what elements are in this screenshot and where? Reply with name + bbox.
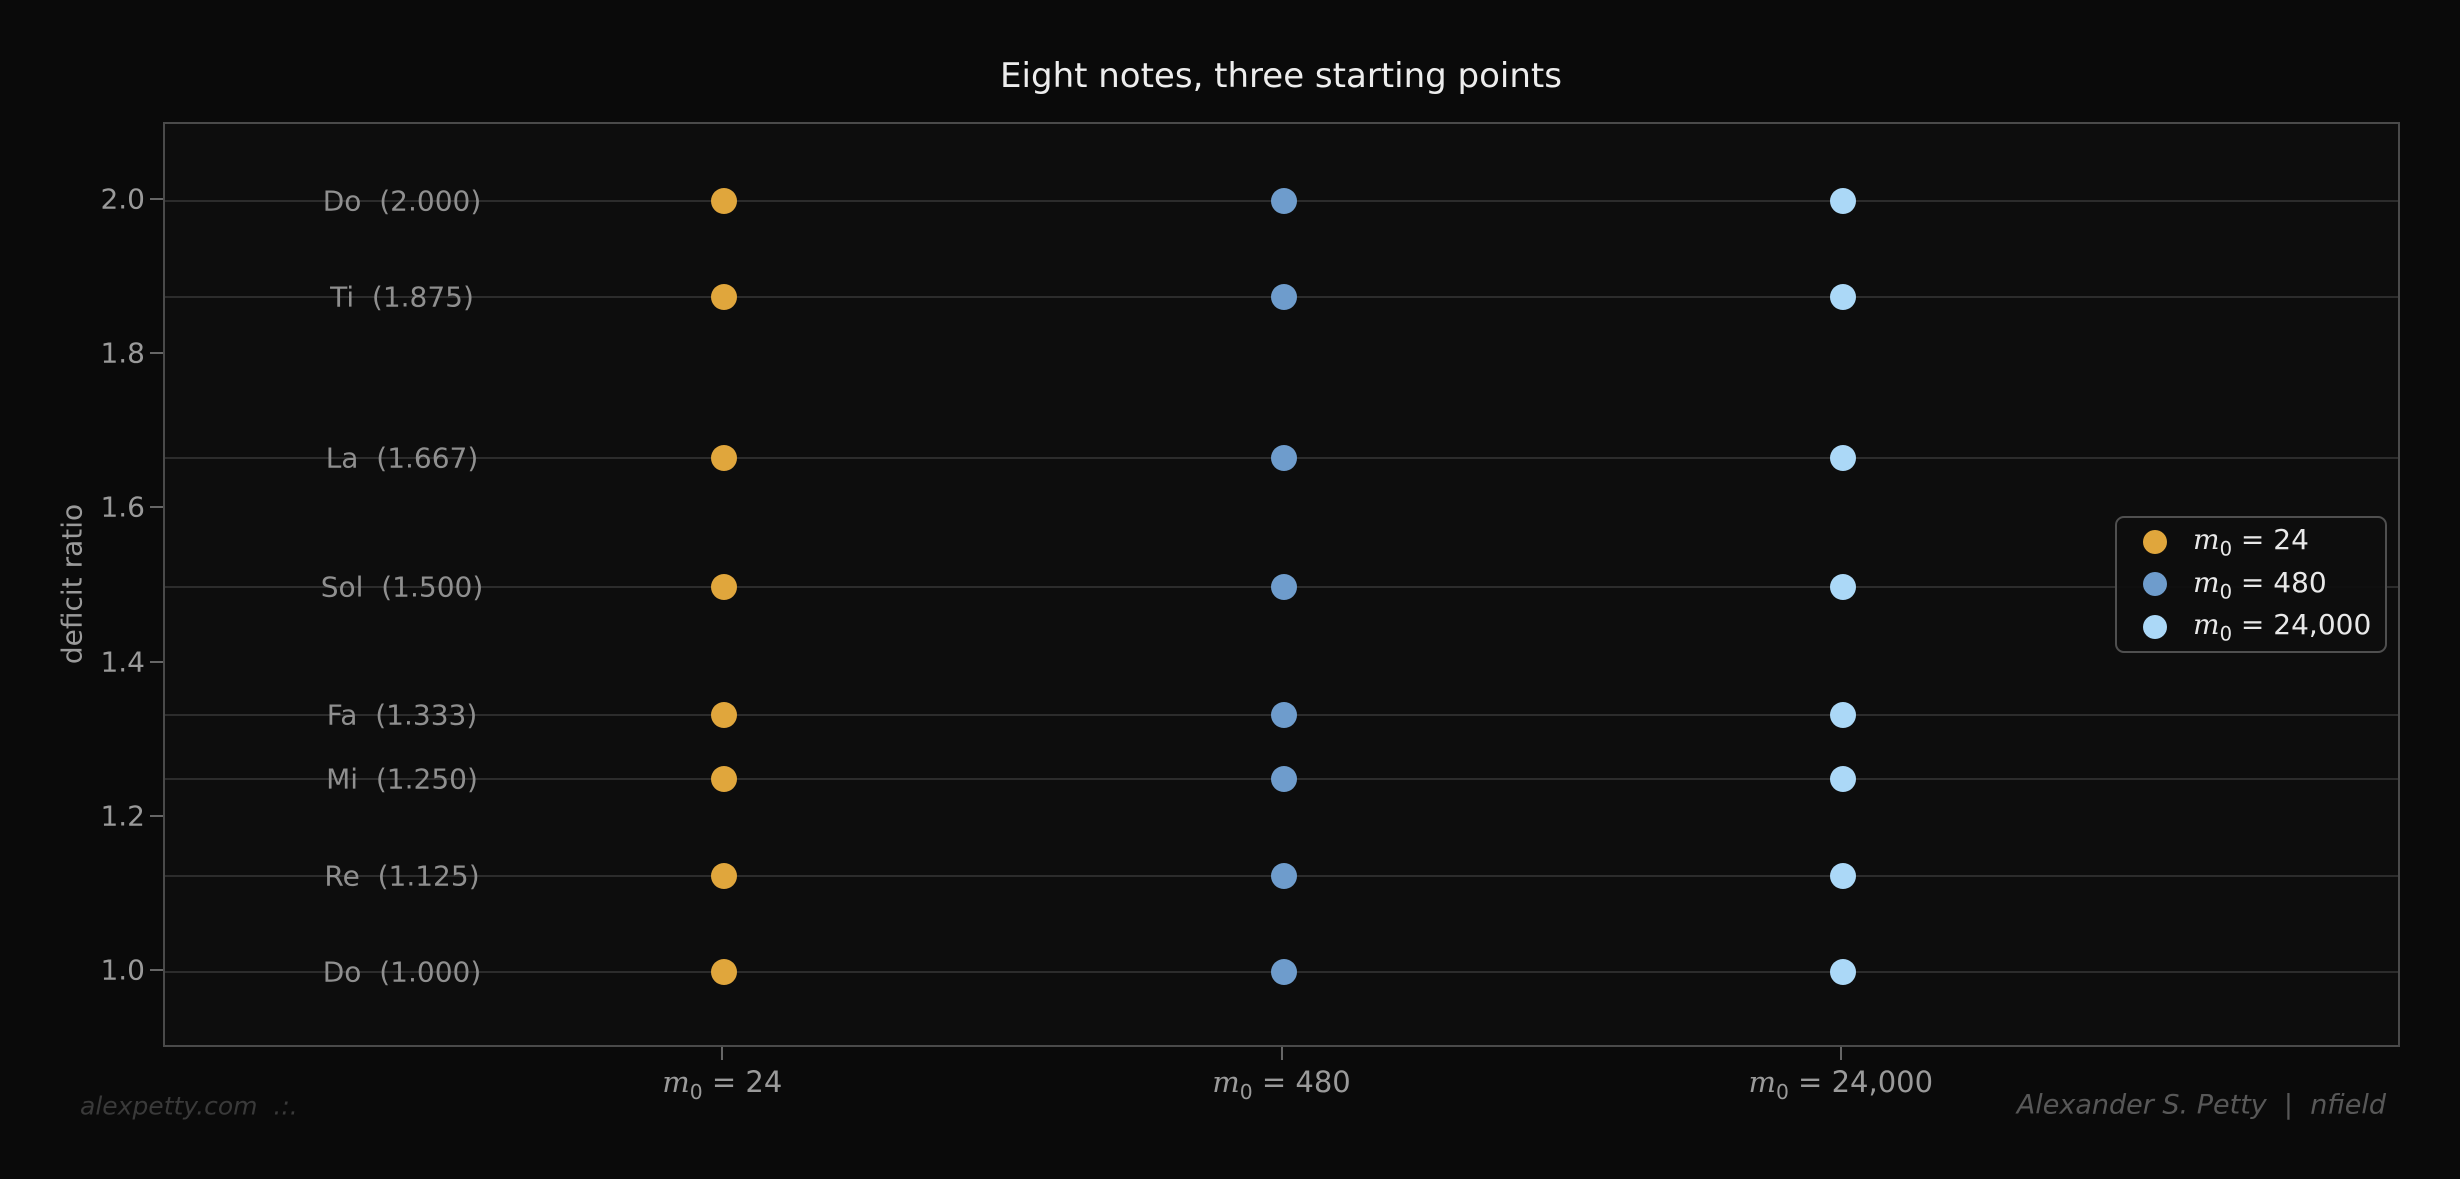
- y-axis-label: deficit ratio: [55, 503, 89, 665]
- data-point: [1270, 766, 1297, 793]
- y-tick: [150, 198, 163, 201]
- data-point: [711, 284, 738, 311]
- data-point: [1270, 862, 1297, 889]
- plot-area: Do (2.000) Ti (1.875) La (1.667) Sol (1.500…: [163, 122, 2400, 1047]
- data-point: [1270, 573, 1297, 600]
- legend: m0 = 24 m0 = 480 m0 = 24,000: [2115, 516, 2387, 653]
- y-tick: [150, 352, 163, 355]
- y-tick-label: 1.2: [100, 799, 145, 833]
- legend-label: m0 = 480: [2193, 565, 2327, 604]
- y-tick-label: 1.6: [100, 490, 145, 524]
- data-point: [711, 188, 738, 215]
- x-tick: [1280, 1047, 1283, 1060]
- y-tick: [150, 814, 163, 817]
- data-point: [1829, 188, 1856, 215]
- data-point: [711, 444, 738, 471]
- legend-item: m0 = 24,000: [2117, 608, 2385, 646]
- data-point: [1270, 444, 1297, 471]
- data-point: [1829, 444, 1856, 471]
- note-row-label: Fa (1.333): [326, 698, 478, 732]
- note-row-label: Ti (1.875): [330, 280, 474, 314]
- data-point: [711, 702, 738, 729]
- legend-marker-icon: [2143, 615, 2167, 640]
- y-tick-label: 1.0: [100, 953, 145, 987]
- credit-right: Alexander S. Petty | nfield: [2016, 1089, 2386, 1121]
- x-tick-label: m0 = 480: [1212, 1065, 1351, 1104]
- x-tick-label: m0 = 24,000: [1748, 1065, 1934, 1104]
- legend-label: m0 = 24: [2193, 523, 2309, 561]
- data-point: [711, 862, 738, 889]
- data-point: [1270, 188, 1297, 215]
- legend-marker-icon: [2143, 572, 2167, 597]
- y-tick: [150, 506, 163, 509]
- y-tick: [150, 968, 163, 971]
- note-row-label: Re (1.125): [324, 859, 480, 893]
- y-tick-label: 2.0: [100, 182, 145, 216]
- data-point: [1829, 284, 1856, 311]
- data-point: [1829, 766, 1856, 793]
- note-row-label: Do (1.000): [322, 955, 482, 989]
- legend-marker-icon: [2143, 529, 2167, 554]
- x-tick-label: m0 = 24: [662, 1065, 783, 1104]
- x-tick: [1839, 1047, 1842, 1060]
- data-point: [1829, 702, 1856, 729]
- data-point: [1829, 958, 1856, 985]
- chart-title: Eight notes, three starting points: [1000, 56, 1562, 96]
- x-tick: [721, 1047, 724, 1060]
- y-tick-label: 1.8: [100, 336, 145, 370]
- data-point: [1270, 702, 1297, 729]
- y-tick-label: 1.4: [100, 645, 145, 679]
- note-row-label: La (1.667): [325, 441, 479, 475]
- note-row-label: Do (2.000): [322, 184, 482, 218]
- data-point: [711, 958, 738, 985]
- data-point: [711, 573, 738, 600]
- data-point: [1270, 958, 1297, 985]
- data-point: [1270, 284, 1297, 311]
- note-row-label: Sol (1.500): [320, 570, 484, 603]
- y-tick: [150, 660, 163, 663]
- data-point: [1829, 573, 1856, 600]
- legend-label: m0 = 24,000: [2193, 608, 2372, 646]
- legend-item: m0 = 480: [2117, 565, 2385, 604]
- watermark-left: alexpetty.com .:.: [80, 1091, 298, 1121]
- legend-item: m0 = 24: [2117, 523, 2385, 561]
- data-point: [711, 766, 738, 793]
- data-point: [1829, 862, 1856, 889]
- note-row-label: Mi (1.250): [326, 762, 478, 796]
